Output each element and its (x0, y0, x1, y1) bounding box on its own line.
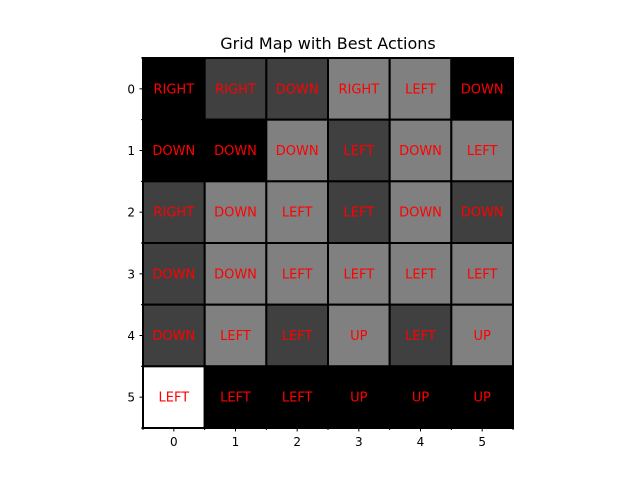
y-tick-label-1: 1 (127, 144, 135, 158)
cell-action-label-3-3: LEFT (344, 267, 375, 282)
y-tick-label-5: 5 (127, 391, 135, 405)
heatmap-cell-3-2 (265, 242, 330, 306)
cell-action-label-2-4: DOWN (399, 206, 442, 221)
cell-action-label-1-1: DOWN (214, 144, 257, 159)
cell-action-label-4-4: LEFT (405, 329, 436, 344)
heatmap-cell-2-4 (388, 180, 453, 244)
cell-action-label-5-2: LEFT (282, 391, 313, 406)
x-tick-label-3: 3 (355, 435, 363, 449)
x-tick-label-2: 2 (293, 435, 301, 449)
heatmap-cell-4-2 (265, 303, 330, 368)
cell-action-label-4-3: UP (350, 329, 368, 344)
heatmap-cell-0-1 (203, 57, 268, 121)
cell-action-label-5-3: UP (350, 391, 368, 406)
cell-action-label-0-4: LEFT (405, 82, 436, 97)
cell-action-label-0-3: RIGHT (338, 82, 379, 97)
heatmap-cell-0-5 (450, 57, 515, 121)
cell-action-label-3-1: DOWN (214, 267, 257, 282)
x-tick-label-5: 5 (478, 435, 486, 449)
cell-action-label-2-0: RIGHT (153, 206, 194, 221)
heatmap-cell-1-1 (203, 118, 268, 183)
cell-action-label-2-1: DOWN (214, 206, 257, 221)
cell-action-label-4-1: LEFT (220, 329, 251, 344)
cell-action-labels: RIGHT RIGHT DOWN RIGHT LEFT DOWN DOWN DOWN DOWN L… (152, 82, 503, 405)
cell-action-label-4-5: UP (473, 329, 491, 344)
x-tick-label-1: 1 (232, 435, 240, 449)
heatmap-cell-1-3 (327, 118, 391, 183)
heatmap-cell-5-0 (142, 365, 206, 430)
cell-action-label-0-0: RIGHT (153, 82, 194, 97)
heatmap-cell-3-1 (203, 242, 268, 306)
y-tick-label-2: 2 (127, 206, 135, 220)
heatmap-cell-2-3 (327, 180, 391, 244)
x-tick-label-0: 0 (170, 435, 178, 449)
heatmap-cells (142, 57, 515, 430)
heatmap-cell-4-4 (388, 303, 453, 368)
cell-action-label-1-2: DOWN (276, 144, 319, 159)
cell-action-label-0-1: RIGHT (215, 82, 256, 97)
cell-action-label-3-4: LEFT (405, 267, 436, 282)
cell-action-label-1-0: DOWN (152, 144, 195, 159)
cell-action-label-2-5: DOWN (461, 206, 504, 221)
cell-action-label-0-2: DOWN (276, 82, 319, 97)
cell-action-label-1-4: DOWN (399, 144, 442, 159)
cell-action-label-5-5: UP (473, 391, 491, 406)
cell-action-label-5-4: UP (412, 391, 430, 406)
x-axis-ticks: 0 1 2 3 4 5 (142, 428, 514, 449)
y-tick-label-4: 4 (127, 329, 135, 343)
cell-action-label-3-0: DOWN (152, 267, 195, 282)
heatmap-cell-2-1 (203, 180, 268, 244)
chart-title: Grid Map with Best Actions (220, 34, 436, 53)
x-tick-label-4: 4 (417, 435, 425, 449)
heatmap-cell-3-3 (327, 242, 391, 306)
heatmap-cell-5-5 (450, 365, 515, 430)
heatmap-cell-3-0 (142, 242, 206, 306)
y-axis-ticks: 0 1 2 3 4 5 (127, 57, 143, 429)
cell-action-label-4-2: LEFT (282, 329, 313, 344)
cell-action-label-4-0: DOWN (152, 329, 195, 344)
cell-action-label-1-5: LEFT (467, 144, 498, 159)
heatmap-cell-1-5 (450, 118, 515, 183)
cell-action-label-1-3: LEFT (344, 144, 375, 159)
y-tick-label-0: 0 (127, 82, 135, 96)
y-tick-label-3: 3 (127, 267, 135, 281)
cell-action-label-5-0: LEFT (159, 391, 190, 406)
cell-action-label-3-2: LEFT (282, 267, 313, 282)
cell-action-label-5-1: LEFT (220, 391, 251, 406)
cell-action-label-3-5: LEFT (467, 267, 498, 282)
heatmap-cell-3-4 (388, 242, 453, 306)
cell-action-label-0-5: DOWN (461, 82, 504, 97)
cell-action-label-2-2: LEFT (282, 206, 313, 221)
cell-action-label-2-3: LEFT (344, 206, 375, 221)
